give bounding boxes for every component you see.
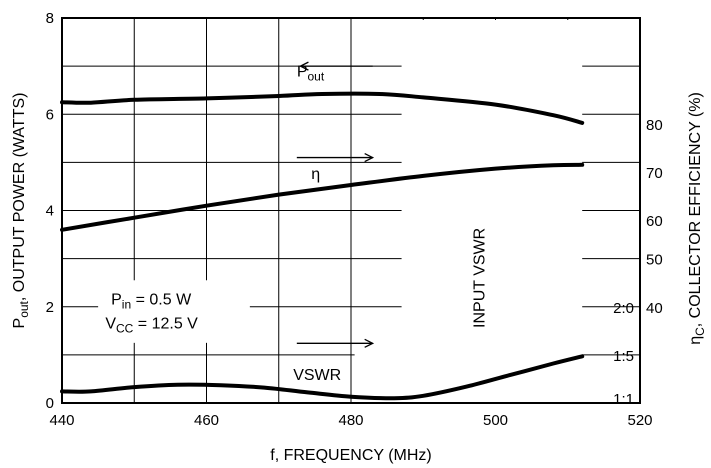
y-tick-label-right: 70 [646, 165, 663, 182]
y-tick-label-right: 40 [646, 300, 663, 317]
y-tick-label-left: 6 [46, 106, 54, 123]
pin-sub: in [122, 297, 131, 311]
plot-frame [61, 17, 641, 404]
vcc-rest: = 12.5 V [133, 315, 198, 332]
vcc-main: V [105, 315, 116, 332]
pin-rest: = 0.5 W [131, 291, 192, 308]
x-tick-label: 440 [49, 412, 74, 429]
vswr-arrow-head [364, 338, 375, 348]
y-axis-label-right-sub: C [693, 327, 707, 336]
curves [60, 91, 585, 401]
y-axis-label-right: ηC, COLLECTOR EFFICIENCY (%) [687, 92, 707, 345]
label-background [401, 20, 583, 402]
x-tick-label: 460 [194, 412, 219, 429]
y-axis-label-right-main: η [687, 336, 704, 345]
y-axis-label-right-rest: , COLLECTOR EFFICIENCY (%) [687, 92, 704, 327]
pout-arrow-head [298, 61, 309, 71]
y-tick-label-left: 4 [46, 203, 54, 220]
y-axis-label-left-rest: , OUTPUT POWER (WATTS) [11, 93, 28, 302]
y-tick-label-left: 0 [46, 395, 54, 412]
ticks: 440 460 480 500 520 0 2 4 6 8 80 70 60 50 40 2:0 1:5 1:1 [46, 10, 663, 429]
series-line-vswr [60, 354, 585, 401]
series-label-pout-main: P [297, 64, 308, 81]
y-axis-label-left-sub: out [17, 300, 31, 317]
y-tick-label-left: 8 [46, 10, 54, 27]
vcc-sub: CC [116, 321, 134, 335]
y-tick-label-right: 50 [646, 252, 663, 269]
annotations [296, 61, 375, 348]
x-axis-label: f, FREQUENCY (MHz) [270, 447, 431, 464]
eta-arrow-head [364, 152, 375, 163]
vswr-tick-label: 2:0 [613, 300, 634, 317]
vcc-annotation: VCC = 12.5 V [105, 315, 198, 335]
label-background [354, 352, 417, 377]
series-line-eta [60, 162, 585, 232]
y-axis-label-left-main: P [11, 318, 28, 329]
label-background [98, 280, 250, 343]
x-tick-label: 500 [483, 412, 508, 429]
y-tick-label-right: 80 [646, 117, 663, 134]
pin-main: P [111, 291, 122, 308]
x-tick-label: 520 [627, 412, 652, 429]
series-label-vswr: VSWR [293, 367, 341, 384]
x-tick-label: 480 [338, 412, 363, 429]
vswr-tick-label: 1:1 [613, 391, 634, 408]
y-tick-label-left: 2 [46, 299, 54, 316]
series-label-pout: Pout [297, 64, 325, 84]
y-axis-label-left: Pout, OUTPUT POWER (WATTS) [11, 93, 31, 329]
y-tick-label-right: 60 [646, 213, 663, 230]
pin-annotation: Pin = 0.5 W [111, 291, 192, 311]
series-line-pout [60, 91, 585, 125]
label-backgrounds [98, 20, 583, 402]
series-label-eta: η [311, 166, 320, 183]
vswr-tick-label: 1:5 [613, 348, 634, 365]
vswr-axis-label: INPUT VSWR [472, 228, 489, 328]
series-label-pout-sub: out [307, 70, 324, 84]
